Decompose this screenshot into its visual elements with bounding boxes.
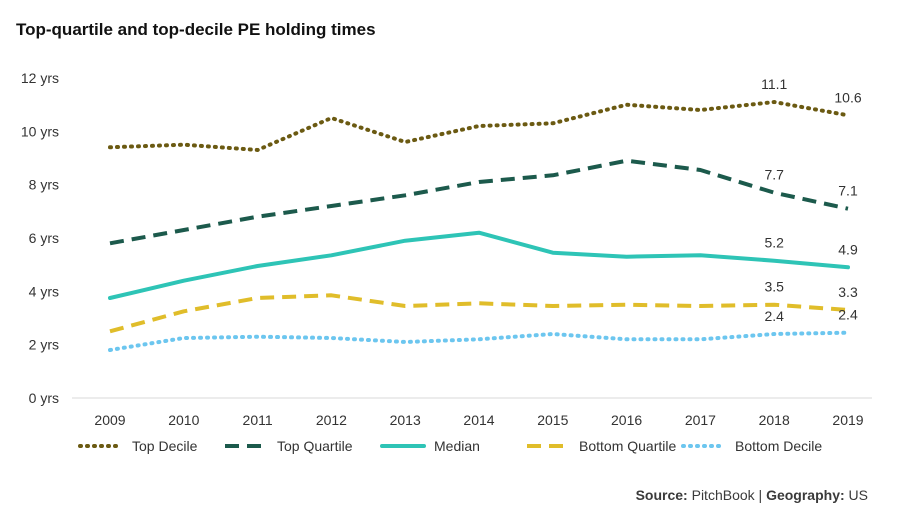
data-label: 10.6 — [834, 89, 861, 105]
x-tick-label: 2019 — [832, 412, 863, 428]
x-tick-label: 2016 — [611, 412, 642, 428]
source-label: Source: — [635, 487, 688, 503]
x-tick-label: 2015 — [537, 412, 568, 428]
y-tick-label: 0 yrs — [29, 390, 59, 406]
data-label-layer: 11.1 10.6 7.7 7.1 5.2 4.9 3.5 3.3 2.4 2.4 — [761, 76, 862, 324]
x-tick-label: 2014 — [463, 412, 494, 428]
y-tick-label: 8 yrs — [29, 177, 59, 193]
x-tick-label: 2017 — [685, 412, 716, 428]
data-label: 2.4 — [764, 308, 784, 324]
x-tick-label: 2018 — [759, 412, 790, 428]
data-label: 4.9 — [838, 241, 858, 257]
y-tick-label: 10 yrs — [21, 123, 59, 139]
y-tick-label: 4 yrs — [29, 283, 59, 299]
series-layer — [108, 100, 850, 352]
source-note: Source: PitchBook | Geography: US — [636, 487, 868, 503]
data-label: 3.3 — [838, 284, 858, 300]
data-label: 7.1 — [838, 183, 858, 199]
x-tick-label: 2011 — [243, 412, 273, 428]
x-tick-label: 2009 — [94, 412, 125, 428]
geography-label: Geography: — [766, 487, 845, 503]
geography-value: US — [848, 487, 868, 503]
series-line-median — [108, 230, 850, 300]
legend: Top Decile Top Quartile Median Bottom Quart… — [78, 438, 822, 454]
data-label: 7.7 — [764, 167, 784, 183]
legend-label: Top Decile — [132, 438, 198, 454]
legend-label: Bottom Quartile — [579, 438, 676, 454]
data-label: 11.1 — [761, 76, 787, 92]
axis-layer: 0 yrs 2 yrs 4 yrs 6 yrs 8 yrs 10 yrs 12 yrs 200… — [21, 70, 872, 428]
source-separator: | — [758, 487, 763, 503]
y-tick-label: 2 yrs — [29, 337, 59, 353]
y-tick-label: 6 yrs — [29, 230, 59, 246]
y-tick-label: 12 yrs — [21, 70, 59, 86]
legend-label: Median — [434, 438, 480, 454]
series-line-top-quartile — [109, 158, 849, 246]
data-label: 3.5 — [764, 279, 784, 295]
legend-label: Top Quartile — [277, 438, 353, 454]
series-line-bottom-quartile — [109, 293, 849, 334]
series-line-top-decile — [108, 100, 850, 152]
data-label: 5.2 — [764, 235, 784, 251]
legend-label: Bottom Decile — [735, 438, 822, 454]
data-label: 2.4 — [838, 307, 858, 323]
series-line-bottom-decile — [108, 330, 850, 352]
chart-title: Top-quartile and top-decile PE holding t… — [16, 20, 376, 39]
source-value: PitchBook — [691, 487, 755, 503]
x-tick-label: 2013 — [390, 412, 421, 428]
x-tick-label: 2010 — [168, 412, 199, 428]
x-tick-label: 2012 — [316, 412, 347, 428]
